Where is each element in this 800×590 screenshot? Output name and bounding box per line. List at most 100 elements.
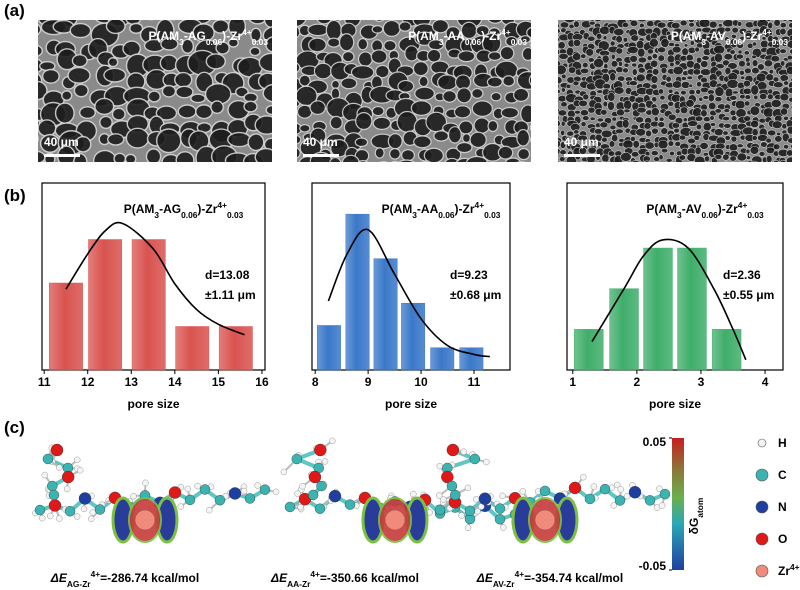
pore [618,60,623,67]
pore [651,68,660,76]
pore [145,148,162,162]
pore [599,25,611,35]
pore [601,153,610,162]
atom-h [460,448,467,455]
pore [692,68,702,76]
pore [572,52,582,61]
x-tick-label: 1 [569,375,576,389]
pore [650,75,659,84]
pore [635,128,646,137]
pore [576,164,581,168]
pore [519,35,531,44]
pore [487,20,503,24]
pore [181,38,195,54]
pore [610,53,616,60]
atom-h [321,458,329,465]
atom-h [254,482,261,489]
pore [609,72,617,82]
pore [615,128,624,134]
pore [69,22,92,39]
atom [568,481,582,495]
pore [779,74,789,82]
chart-title-part: 0.06 [701,210,718,220]
pore [671,22,681,30]
atom-h [658,502,666,509]
pore [615,47,624,55]
pore [325,20,343,41]
pore [782,20,788,22]
pore [779,27,787,36]
pore [169,20,176,21]
pore [561,73,567,79]
pore [629,20,639,27]
pore [767,129,777,137]
pore [745,148,751,155]
pore [615,66,624,74]
pore [532,62,547,79]
pore [283,161,299,175]
pore [179,166,191,178]
pore [779,92,790,102]
chart-title-part: 4+ [475,200,485,210]
pore [600,108,608,116]
pore [126,169,136,179]
atom-h [63,485,71,493]
pore [418,75,429,88]
scale-bar-label: 40 μm [564,135,599,149]
pore [282,108,296,120]
x-tick-label: 11 [468,375,481,389]
pore [651,96,658,103]
plot-frame [566,182,784,371]
pore [580,121,587,128]
pore [688,20,695,23]
pore [558,88,561,94]
pore [779,22,787,29]
pore [750,120,760,128]
chart-title-part: 4+ [217,200,227,210]
pore [722,130,729,136]
pore [265,36,272,53]
pore [125,127,150,149]
pore [558,95,567,103]
pore [709,115,715,121]
atom [48,499,62,512]
pore [693,134,701,141]
pore [786,125,792,135]
pore [601,136,608,143]
pore [423,147,444,162]
pore [398,159,415,162]
pore [681,47,689,56]
pore [657,88,665,95]
pore [558,69,560,77]
pore [636,106,647,114]
legend-swatch [755,500,769,514]
pore [558,28,561,34]
pore [447,126,462,144]
pore [740,75,746,80]
annotation: ±1.11 μm [205,288,256,302]
pore [430,8,438,17]
pore [560,120,566,127]
chart-title-part: 0.03 [484,210,501,220]
pore [263,20,272,29]
pore [623,62,630,68]
pore [696,81,702,88]
pore [244,164,257,177]
pore [41,68,60,84]
pore [435,163,447,175]
pore [667,113,677,121]
fit-curve [65,221,245,336]
atom-h [297,503,304,511]
pore [714,52,723,63]
pore [774,135,783,143]
pore [751,135,758,141]
bar [643,247,673,371]
pore [702,95,710,100]
pore [499,45,515,61]
pore [714,154,723,160]
atom [50,443,64,457]
pore [786,54,792,61]
pore [791,109,792,114]
pore [580,109,589,117]
pore [195,104,213,120]
